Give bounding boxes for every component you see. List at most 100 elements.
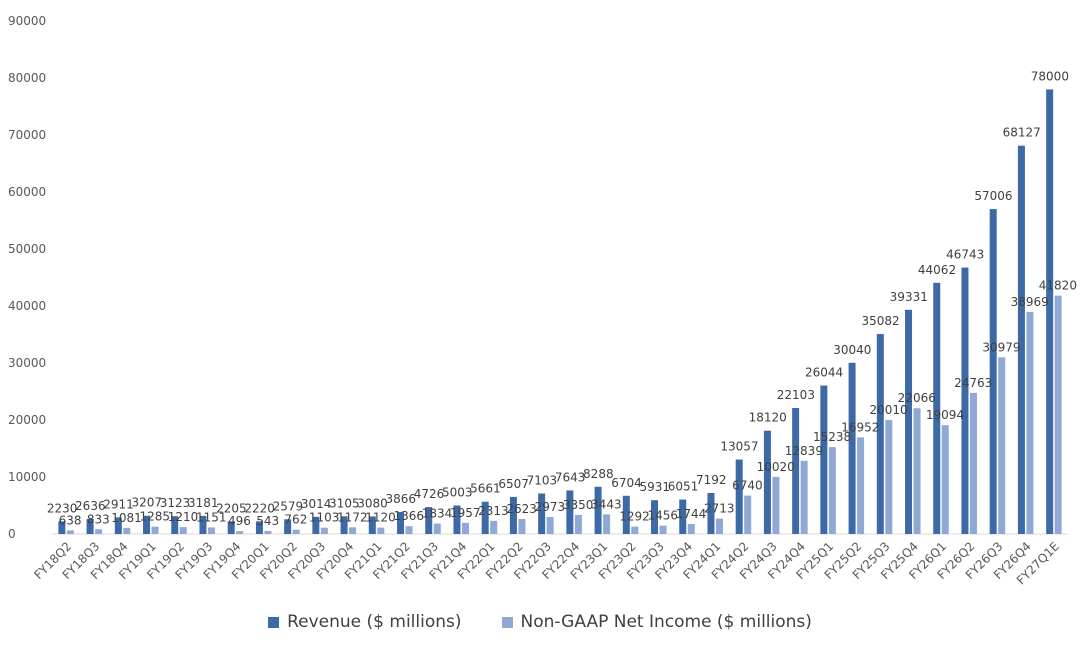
net-income-bar	[913, 408, 921, 534]
net-income-value-label: 1285	[140, 510, 171, 524]
y-tick-label: 20000	[8, 413, 46, 427]
revenue-value-label: 2230	[47, 501, 78, 515]
y-tick-label: 40000	[8, 299, 46, 313]
net-income-bar	[518, 519, 526, 534]
revenue-bar	[481, 501, 489, 534]
net-income-bar	[320, 527, 328, 534]
revenue-bar	[989, 209, 997, 534]
net-income-value-label: 2973	[535, 500, 566, 514]
revenue-bar	[622, 495, 630, 534]
net-income-value-label: 1292	[619, 510, 650, 524]
revenue-bar	[594, 486, 602, 534]
revenue-bar	[1046, 89, 1054, 535]
legend-swatch-revenue	[268, 616, 280, 628]
net-income-value-label: 1172	[337, 510, 368, 524]
revenue-bar	[58, 521, 66, 534]
net-income-bar	[66, 530, 74, 534]
net-income-bar	[151, 526, 159, 534]
net-income-value-label: 638	[59, 513, 82, 527]
revenue-bar	[707, 493, 715, 534]
revenue-value-label: 7103	[527, 474, 558, 488]
net-income-bar	[715, 518, 723, 534]
net-income-value-label: 19094	[926, 408, 964, 422]
y-tick-label: 30000	[8, 356, 46, 370]
bars	[58, 89, 1062, 535]
revenue-bar	[340, 516, 348, 534]
net-income-bar	[207, 527, 215, 534]
revenue-value-label: 30040	[833, 343, 871, 357]
net-income-bar	[179, 527, 187, 534]
revenue-bar	[933, 282, 941, 534]
net-income-value-label: 3443	[591, 497, 622, 511]
revenue-bar	[538, 493, 546, 534]
net-income-value-label: 1151	[196, 510, 227, 524]
y-tick-label: 10000	[8, 470, 46, 484]
net-income-value-label: 41820	[1039, 279, 1077, 293]
net-income-bar	[603, 514, 611, 534]
revenue-bar	[961, 267, 969, 534]
revenue-bar	[763, 430, 771, 534]
revenue-value-label: 13057	[720, 440, 758, 454]
net-income-value-label: 20010	[869, 403, 907, 417]
y-tick-label: 90000	[8, 14, 46, 28]
net-income-value-label: 3350	[563, 498, 594, 512]
y-tick-label: 50000	[8, 242, 46, 256]
revenue-bar	[368, 516, 376, 534]
net-income-value-label: 1456	[648, 509, 679, 523]
revenue-bar	[284, 519, 292, 534]
net-income-bar	[969, 392, 977, 534]
revenue-bar	[566, 490, 574, 534]
revenue-bar	[651, 500, 659, 534]
x-axis: FY18Q2FY18Q3FY18Q4FY19Q1FY19Q2FY19Q3FY19…	[31, 533, 1068, 587]
net-income-bar	[490, 520, 498, 534]
revenue-bar	[114, 517, 122, 534]
net-income-value-label: 2623	[506, 502, 537, 516]
net-income-value-label: 1210	[168, 510, 199, 524]
legend-item-revenue: Revenue ($ millions)	[268, 612, 462, 632]
revenue-bar	[848, 362, 856, 534]
legend-swatch-net-income	[501, 616, 513, 628]
revenue-bar	[171, 516, 179, 534]
revenue-value-label: 44062	[918, 263, 956, 277]
revenue-value-label: 26044	[805, 366, 843, 380]
revenue-bar	[86, 518, 94, 534]
revenue-value-label: 7192	[696, 473, 727, 487]
revenue-bar	[227, 521, 235, 534]
revenue-bar	[905, 309, 913, 534]
revenue-bar	[397, 511, 405, 534]
net-income-value-label: 24763	[954, 376, 992, 390]
net-income-bar	[377, 527, 385, 534]
net-income-value-label: 10020	[757, 460, 795, 474]
revenue-bar	[792, 408, 800, 534]
revenue-value-label: 8288	[583, 467, 614, 481]
revenue-value-label: 7643	[555, 470, 586, 484]
net-income-bar	[857, 437, 865, 534]
legend-item-net-income: Non-GAAP Net Income ($ millions)	[501, 612, 812, 632]
revenue-value-label: 2205	[216, 501, 247, 515]
revenue-value-label: 22103	[777, 388, 815, 402]
revenue-value-label: 2636	[75, 499, 106, 513]
net-income-value-label: 1366	[394, 509, 425, 523]
net-income-bar	[1054, 295, 1062, 534]
net-income-value-label: 496	[228, 514, 251, 528]
revenue-value-label: 5931	[640, 480, 671, 494]
revenue-bar	[312, 516, 320, 534]
legend-label-net-income: Non-GAAP Net Income ($ millions)	[520, 612, 812, 632]
net-income-value-label: 2713	[704, 502, 735, 516]
revenue-value-label: 3014	[301, 497, 332, 511]
net-income-bar	[828, 447, 836, 534]
net-income-bar	[264, 530, 272, 534]
net-income-value-label: 38969	[1011, 295, 1049, 309]
revenue-bar	[820, 385, 828, 534]
net-income-bar	[1026, 311, 1034, 534]
net-income-bar	[123, 527, 131, 534]
net-income-bar	[659, 525, 667, 534]
revenue-value-label: 57006	[974, 189, 1012, 203]
revenue-value-label: 2911	[103, 497, 134, 511]
net-income-bar	[461, 522, 469, 534]
net-income-bar	[433, 523, 441, 534]
data-labels: 2230638263683329111081320712853123121031…	[47, 69, 1077, 528]
net-income-value-label: 1081	[111, 511, 142, 525]
